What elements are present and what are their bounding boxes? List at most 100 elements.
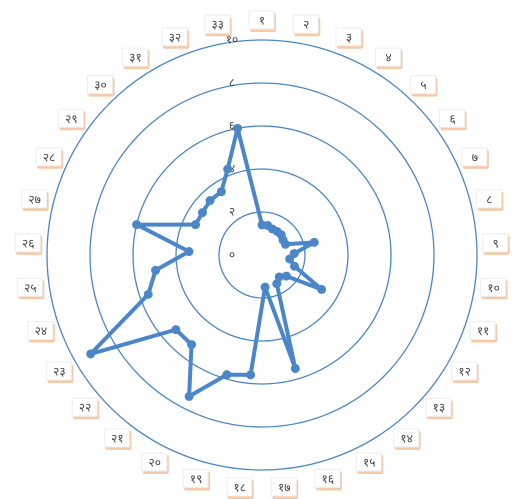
category-label-box xyxy=(292,14,319,34)
data-point xyxy=(187,340,197,350)
category-label-box xyxy=(425,397,452,417)
data-point xyxy=(223,164,233,174)
category-label-box xyxy=(451,361,478,381)
r-tick-label: ० xyxy=(229,248,235,262)
category-label: ३२ xyxy=(169,30,181,44)
category-label-box xyxy=(121,47,148,67)
category-label: २ xyxy=(303,18,309,32)
category-label: २१ xyxy=(111,431,123,445)
grid-ring xyxy=(175,168,349,342)
category-label-box xyxy=(461,147,488,167)
data-point xyxy=(290,261,300,271)
category-label-box xyxy=(182,469,209,489)
category-label: ३३ xyxy=(211,18,223,32)
category-label: ३ xyxy=(346,30,352,44)
category-label: ६ xyxy=(449,112,455,126)
category-label: ७ xyxy=(472,150,478,164)
category-label-box xyxy=(469,321,496,341)
category-label-box xyxy=(14,233,41,253)
category-label-box xyxy=(21,189,48,209)
data-point xyxy=(280,239,290,249)
data-point xyxy=(205,196,215,206)
category-label: २३ xyxy=(53,365,65,379)
category-label: १८ xyxy=(234,480,246,494)
category-label: २८ xyxy=(43,150,55,164)
category-label: १७ xyxy=(278,480,290,494)
data-point xyxy=(184,247,194,257)
category-label-box xyxy=(375,47,402,67)
data-point xyxy=(309,237,319,247)
category-label: १४ xyxy=(400,431,412,445)
category-label-box xyxy=(161,27,188,47)
data-point xyxy=(197,208,207,218)
category-label-box xyxy=(16,277,43,297)
category-label: ८ xyxy=(486,192,492,206)
category-label: १३ xyxy=(433,401,445,415)
category-label-box xyxy=(226,477,253,497)
category-label-box xyxy=(270,477,297,497)
category-label-box xyxy=(35,147,62,167)
data-point xyxy=(317,284,327,294)
category-label: २७ xyxy=(28,192,40,206)
category-label: २९ xyxy=(65,112,77,126)
category-label: २५ xyxy=(24,281,36,295)
category-label-box xyxy=(482,233,509,253)
grid-ring xyxy=(89,82,435,428)
category-label-box xyxy=(45,361,72,381)
category-label: १ xyxy=(259,14,265,28)
category-label: १५ xyxy=(363,455,375,469)
category-label-box xyxy=(314,469,341,489)
category-label: २६ xyxy=(22,236,34,250)
data-point xyxy=(290,363,300,373)
category-label-box xyxy=(87,75,114,95)
category-label: ४ xyxy=(385,51,391,65)
category-label: ३० xyxy=(94,78,106,92)
grid-ring xyxy=(46,39,478,471)
category-label: १२ xyxy=(458,365,470,379)
category-label-box xyxy=(409,75,436,95)
data-point xyxy=(216,187,226,197)
data-point xyxy=(171,325,181,335)
data-point xyxy=(260,282,270,292)
category-label-box xyxy=(248,10,275,30)
data-point xyxy=(151,265,161,275)
grid-ring xyxy=(132,125,392,385)
data-point xyxy=(222,370,232,380)
category-label: २४ xyxy=(35,324,47,338)
category-label-box xyxy=(480,277,507,297)
data-point xyxy=(86,349,96,359)
data-point xyxy=(191,220,201,230)
category-label: १० xyxy=(487,281,499,295)
r-tick-label: २ xyxy=(229,205,235,219)
category-label: ९ xyxy=(493,236,499,250)
category-label-box xyxy=(57,108,84,128)
category-label: ५ xyxy=(420,78,426,92)
category-label-box xyxy=(27,321,54,341)
category-label: १९ xyxy=(190,472,202,486)
category-label-box xyxy=(355,452,382,472)
data-point xyxy=(132,220,142,230)
r-tick-label: ८ xyxy=(229,76,235,90)
category-label: १६ xyxy=(322,472,334,486)
category-label-box xyxy=(71,397,98,417)
category-label-box xyxy=(393,428,420,448)
data-point xyxy=(184,391,194,401)
data-point xyxy=(285,254,295,264)
data-point xyxy=(246,370,256,380)
category-label-box xyxy=(439,108,466,128)
data-point xyxy=(143,289,153,299)
category-label: २२ xyxy=(79,401,91,415)
category-label-box xyxy=(335,27,362,47)
data-point xyxy=(272,279,282,289)
category-label: २० xyxy=(149,455,161,469)
category-label: ११ xyxy=(477,324,489,338)
category-label-box xyxy=(204,14,231,34)
data-point xyxy=(281,271,291,281)
category-label-box xyxy=(103,428,130,448)
category-label-box xyxy=(141,452,168,472)
category-label: ३१ xyxy=(129,51,141,65)
r-tick-label: ६ xyxy=(229,119,235,133)
data-point xyxy=(233,123,243,133)
